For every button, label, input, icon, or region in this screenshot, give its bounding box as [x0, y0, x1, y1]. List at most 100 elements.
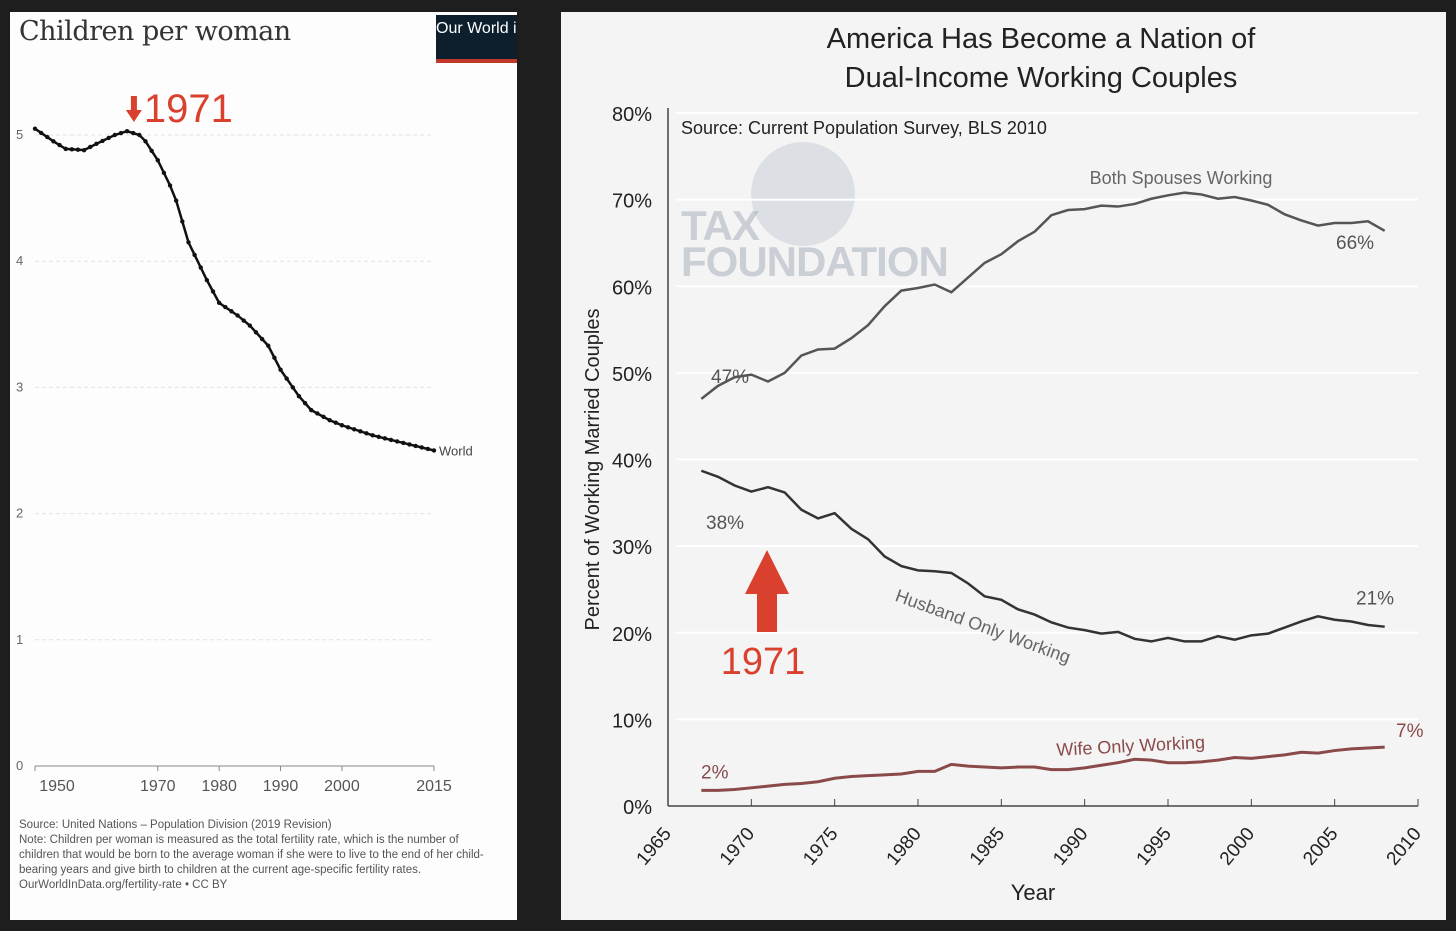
- x-axis-title: Year: [1011, 880, 1055, 905]
- data-point: [149, 148, 154, 153]
- fertility-chart-panel: Children per woman Our World in Data 0 1 2…: [10, 12, 517, 920]
- data-point: [431, 448, 437, 453]
- data-point: [419, 445, 424, 450]
- y-tick-label: 70%: [612, 191, 652, 213]
- data-point: [241, 318, 246, 323]
- data-point: [186, 240, 191, 245]
- data-point: [45, 134, 50, 140]
- x-tick-label: 2015: [416, 778, 452, 795]
- data-point: [81, 147, 87, 153]
- tax-foundation-seal-icon: [751, 142, 855, 246]
- x-tick-label: 2010: [1383, 824, 1426, 870]
- data-point: [309, 407, 314, 413]
- data-point: [321, 414, 326, 420]
- data-point: [204, 277, 210, 283]
- y-tick-label: 0%: [623, 797, 652, 819]
- owid-logo: Our World in Data: [436, 15, 517, 63]
- data-point: [272, 355, 277, 360]
- data-point: [167, 183, 173, 188]
- data-point: [51, 139, 56, 144]
- data-point: [143, 139, 148, 144]
- x-tick-label: 1980: [201, 778, 237, 795]
- y-axis-title: Percent of Working Married Couples: [582, 309, 604, 631]
- wife-only-working-line: [701, 745, 1385, 792]
- fertility-chart-plot: 0 1 2 3 4 5 1950 1970 1980 1990 2000 2015 World 1971: [16, 87, 473, 795]
- data-point: [63, 146, 68, 152]
- data-point: [131, 130, 136, 136]
- data-point: [235, 313, 240, 318]
- title-line-2: Dual-Income Working Couples: [844, 62, 1238, 94]
- data-point: [106, 135, 111, 141]
- data-point: [57, 142, 62, 148]
- start-value-label: 2%: [701, 762, 729, 783]
- x-tick-label: 1995: [1133, 824, 1176, 870]
- data-point: [358, 429, 363, 434]
- dual-income-chart-panel: America Has Become a Nation of Dual-Inco…: [561, 12, 1446, 920]
- data-point: [284, 376, 289, 381]
- data-point: [118, 130, 124, 136]
- data-point: [137, 132, 142, 138]
- y-tick-label: 2: [16, 506, 23, 521]
- data-point: [413, 443, 418, 449]
- tax-foundation-watermark: TAX FOUNDATION: [681, 202, 949, 285]
- data-point: [327, 418, 332, 423]
- data-point: [173, 198, 179, 203]
- y-tick-label: 60%: [612, 277, 652, 299]
- data-point: [296, 394, 302, 399]
- x-tick-label: 2000: [1216, 824, 1259, 870]
- y-tick-label: 50%: [612, 364, 652, 386]
- data-point: [247, 323, 253, 328]
- start-value-label: 38%: [706, 513, 744, 534]
- data-point: [394, 439, 400, 444]
- y-tick-label: 5: [16, 127, 23, 142]
- data-point: [94, 141, 99, 147]
- data-point: [407, 442, 412, 447]
- end-value-label: 66%: [1336, 233, 1374, 254]
- data-point: [425, 446, 431, 452]
- data-point: [388, 437, 394, 443]
- data-point: [124, 129, 130, 134]
- chart-source-note: Source: United Nations – Population Divi…: [19, 818, 499, 893]
- y-tick-label: 40%: [612, 451, 652, 473]
- chart-subtitle: Source: Current Population Survey, BLS 2…: [681, 118, 1047, 138]
- data-point: [345, 425, 351, 430]
- y-tick-label: 80%: [612, 104, 652, 126]
- data-point: [100, 138, 105, 144]
- series-label-world: World: [439, 444, 473, 459]
- start-value-label: 47%: [711, 367, 749, 388]
- husband-only-working-line: [700, 469, 1385, 643]
- data-point: [75, 147, 81, 152]
- data-point: [210, 289, 216, 294]
- title-line-1: America Has Become a Nation of: [826, 23, 1256, 55]
- annotation-1971: 1971: [721, 641, 806, 683]
- x-tick-label: 2005: [1299, 824, 1342, 870]
- data-point: [38, 130, 44, 136]
- data-point: [112, 132, 118, 138]
- x-tick-label: 1965: [633, 824, 676, 870]
- x-tick-label: 2000: [324, 778, 360, 795]
- data-point: [88, 144, 93, 150]
- data-point: [229, 309, 234, 314]
- chart-title: Children per woman: [19, 16, 291, 47]
- data-point: [376, 434, 381, 440]
- x-tick-label: 1980: [883, 824, 926, 870]
- y-tick-label: 10%: [612, 710, 652, 732]
- end-value-label: 21%: [1356, 589, 1394, 610]
- data-point: [302, 400, 308, 406]
- data-point: [278, 367, 283, 372]
- data-point: [339, 423, 345, 428]
- data-point: [223, 304, 228, 310]
- data-point: [333, 420, 338, 425]
- y-tick-label: 20%: [612, 624, 652, 646]
- data-point: [253, 330, 259, 335]
- end-value-label: 7%: [1396, 721, 1424, 742]
- data-point: [382, 436, 388, 441]
- y-tick-label: 30%: [612, 537, 652, 559]
- y-tick-label: 0: [16, 758, 23, 773]
- husband-only-working-label: Husband Only Working: [893, 585, 1073, 667]
- data-point: [315, 411, 320, 416]
- annotation-1971: 1971: [144, 87, 233, 131]
- x-tick-label: 1970: [716, 824, 759, 870]
- x-tick-label: 1950: [39, 778, 75, 795]
- data-point: [370, 433, 375, 438]
